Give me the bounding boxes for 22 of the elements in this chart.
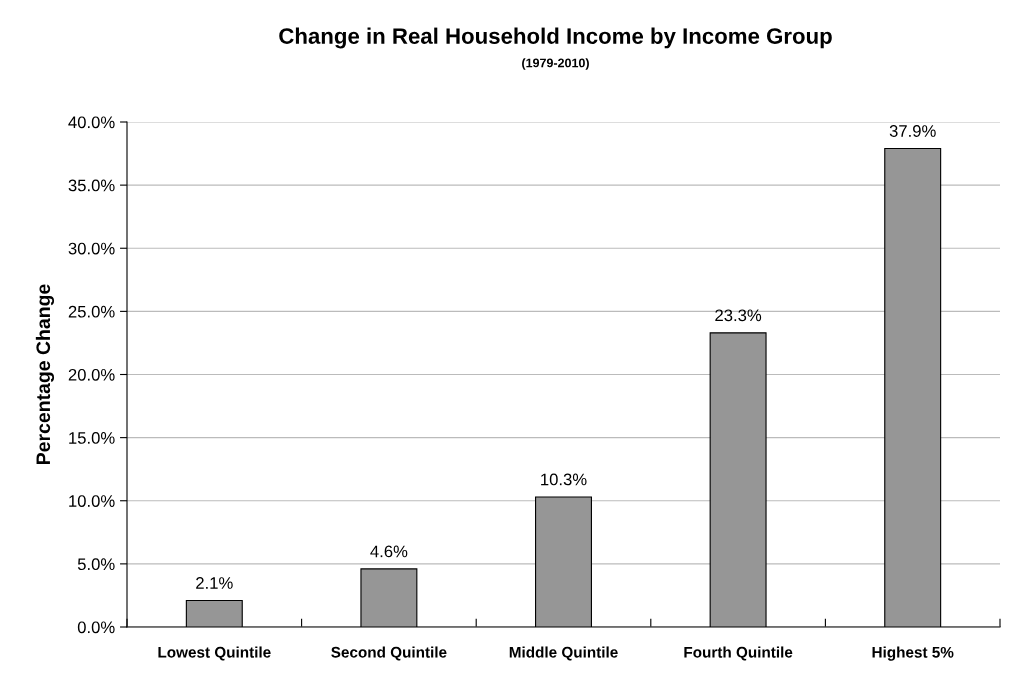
x-tick-label: Second Quintile — [331, 646, 447, 661]
data-label: 10.3% — [541, 473, 587, 486]
y-tick-label: 30.0% — [68, 242, 115, 255]
y-axis-title: Percentage Change — [35, 284, 55, 464]
x-tick-label: Highest 5% — [872, 646, 954, 661]
y-tick-label: 0.0% — [77, 621, 115, 634]
data-label: 2.1% — [196, 577, 233, 589]
y-tick-label: 10.0% — [69, 495, 115, 507]
x-tick-label: Lowest Quintile — [158, 646, 271, 661]
chart-subtitle: (1979-2010) — [522, 58, 589, 70]
y-tick-label: 5.0% — [77, 558, 115, 571]
x-tick-label: Fourth Quintile — [684, 646, 793, 661]
x-tick-label: Middle Quintile — [509, 646, 618, 661]
data-label: 37.9% — [889, 125, 936, 137]
y-tick-label: 15.0% — [69, 432, 115, 444]
y-tick-label: 20.0% — [68, 368, 115, 381]
y-tick-label: 25.0% — [68, 305, 115, 318]
y-tick-label: 35.0% — [68, 179, 115, 192]
chart-title: Change in Real Household Income by Income Group — [279, 27, 832, 49]
data-label: 23.3% — [715, 309, 762, 322]
data-label: 4.6% — [370, 545, 408, 558]
y-tick-label: 40.0% — [68, 116, 115, 129]
